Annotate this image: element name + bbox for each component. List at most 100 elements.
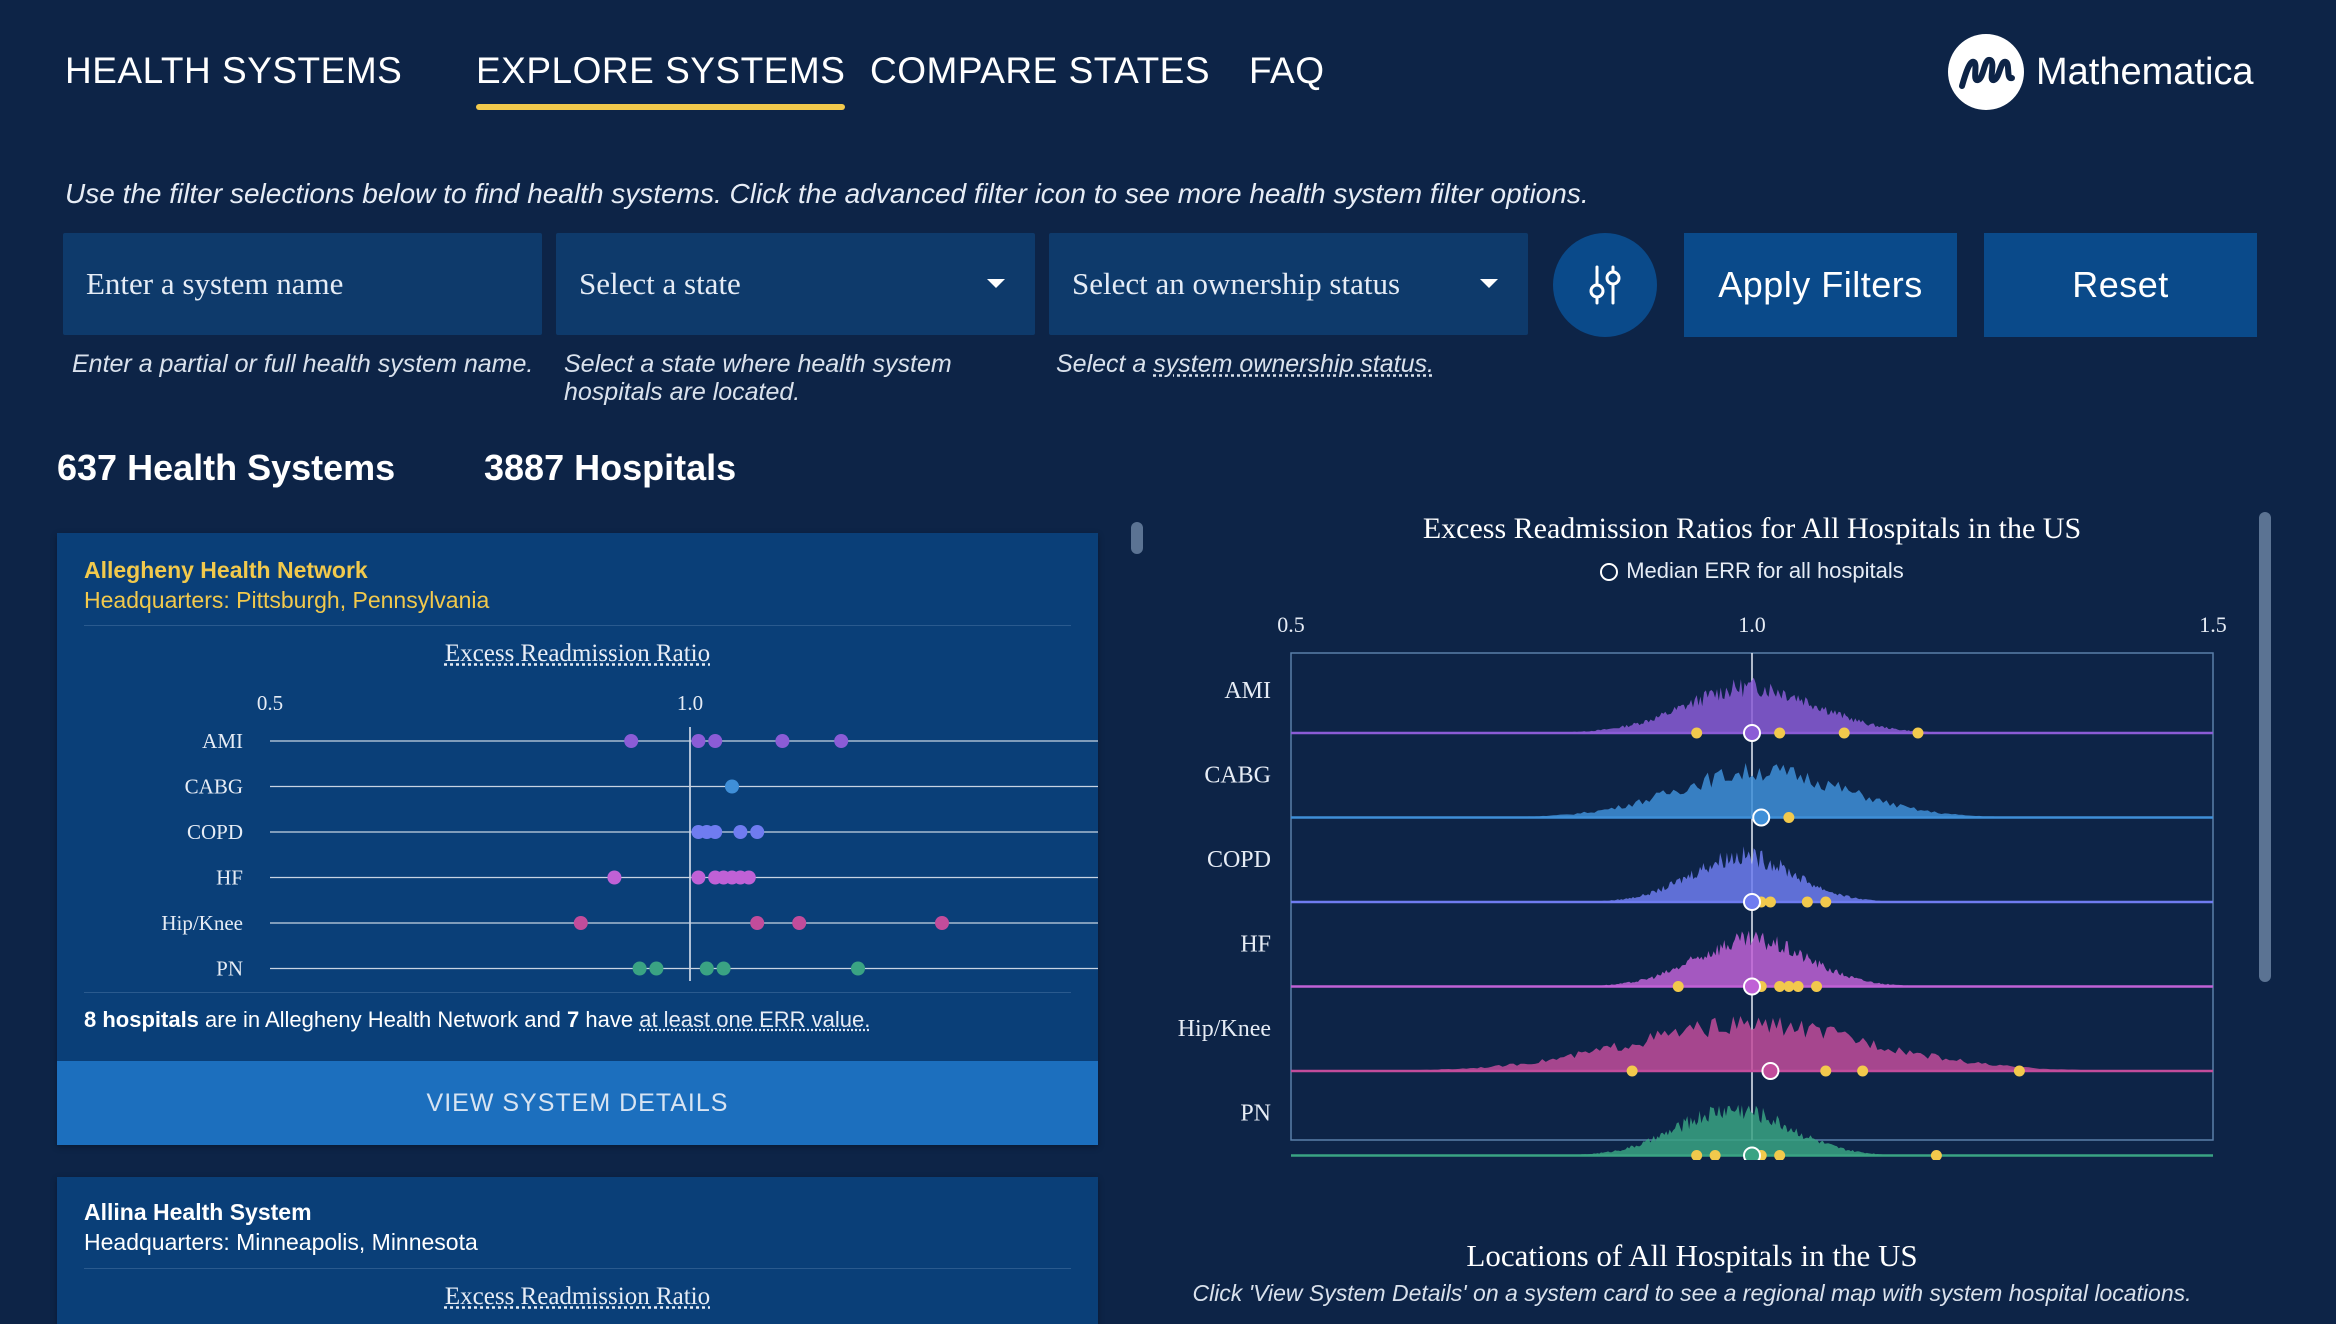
hospital-point [834, 734, 849, 748]
right-scrollbar[interactable] [2259, 512, 2271, 982]
density-area [1549, 677, 1955, 733]
hospital-point [624, 734, 639, 748]
distribution-chart: 0.5 1.0 1.5 AMI CABG COPD HF Hip/Knee PN [1178, 612, 2227, 1160]
median-marker [1752, 808, 1771, 827]
axis-tick-label: 1.5 [2199, 612, 2227, 637]
median-marker [1743, 724, 1761, 742]
system-hospital-point [1930, 1150, 1942, 1160]
system-hospital-point [1801, 896, 1813, 908]
axis-tick-label: 1.0 [677, 691, 703, 715]
hospital-point [775, 734, 790, 748]
tab-compare-states[interactable]: COMPARE STATES [870, 50, 1211, 91]
system-hospital-point [1691, 1150, 1703, 1160]
row-label: AMI [202, 729, 243, 753]
footer-err-count: 7 [567, 1007, 580, 1032]
card-divider [84, 992, 1071, 993]
view-system-details-button[interactable]: VIEW SYSTEM DETAILS [57, 1061, 1098, 1145]
system-hospital-point [1774, 727, 1786, 739]
ownership-helper-link[interactable]: system ownership status. [1153, 350, 1434, 378]
hospital-point [750, 916, 765, 930]
state-select[interactable]: Select a state [556, 233, 1035, 335]
system-hospital-point [1626, 1065, 1638, 1077]
row-label: Hip/Knee [161, 911, 243, 935]
footer-err-link[interactable]: at least one ERR value. [639, 1007, 871, 1032]
state-select-placeholder: Select a state [579, 266, 741, 301]
sliders-icon [1589, 265, 1621, 305]
system-hospital-point [1672, 981, 1684, 992]
median-ring-icon [1600, 563, 1619, 581]
system-hospital-point [1811, 981, 1823, 992]
row-label: PN [1240, 1101, 1271, 1127]
system-hospital-point [1820, 896, 1832, 908]
ownership-select[interactable]: Select an ownership status [1049, 233, 1528, 335]
system-hospital-point [1792, 981, 1804, 992]
hospital-point [708, 825, 723, 839]
system-hospital-point [1774, 981, 1786, 992]
hospitals-count: 3887 Hospitals [484, 447, 737, 488]
tab-health-systems[interactable]: HEALTH SYSTEMS [65, 50, 403, 91]
axis-tick-label: 0.5 [1277, 612, 1305, 637]
card-err-chart: 0.5 1.0 1.5 AMI CABG COPD HF Hip/Knee PN [161, 691, 1098, 981]
system-name-input[interactable]: Enter a system name [63, 233, 542, 335]
system-hospital-point [2013, 1065, 2025, 1077]
state-helper: Select a state where health system hospi… [564, 350, 952, 406]
card-divider [84, 1268, 1071, 1269]
system-name-placeholder: Enter a system name [86, 266, 344, 301]
map-title: Locations of All Hospitals in the US [1466, 1238, 1918, 1273]
advanced-filter-button[interactable] [1553, 233, 1657, 337]
err-title-text[interactable]: Excess Readmission Ratio [444, 640, 711, 667]
system-name[interactable]: Allegheny Health Network [84, 557, 368, 583]
hospital-point [699, 961, 714, 976]
footer-hospital-count: 8 hospitals [84, 1007, 199, 1032]
row-label: HF [1240, 932, 1271, 958]
hospital-point [691, 734, 706, 748]
map-subtitle: Click 'View System Details' on a system … [1192, 1280, 2192, 1306]
system-name[interactable]: Allina Health System [84, 1199, 312, 1225]
hospital-point [632, 961, 647, 976]
system-card: Allina Health System Headquarters: Minne… [57, 1177, 1098, 1324]
mathematica-logo[interactable]: Mathematica [1948, 34, 2254, 110]
density-area [1567, 930, 1955, 987]
tab-faq[interactable]: FAQ [1249, 50, 1325, 91]
system-hospital-point [1783, 812, 1795, 823]
system-headquarters: Headquarters: Pittsburgh, Pennsylvania [84, 587, 490, 613]
axis-tick-label: 1.5 [1097, 691, 1098, 715]
system-card: Allegheny Health Network Headquarters: P… [57, 533, 1098, 1145]
system-hospital-point [1774, 1150, 1786, 1160]
hospital-point [573, 916, 588, 930]
ownership-helper-text: Select a [1056, 350, 1154, 378]
apply-filters-button[interactable]: Apply Filters [1684, 233, 1957, 337]
tab-explore-systems[interactable]: EXPLORE SYSTEMS [476, 50, 846, 110]
system-headquarters: Headquarters: Minneapolis, Minnesota [84, 1229, 478, 1255]
row-label: COPD [187, 820, 243, 844]
hospital-point [725, 779, 739, 794]
left-scrollbar[interactable] [1131, 522, 1143, 554]
system-hospital-point [1912, 727, 1924, 739]
hospital-point [691, 870, 706, 885]
median-marker [1743, 1146, 1761, 1160]
median-marker [1743, 977, 1761, 996]
axis-tick-label: 1.0 [1738, 612, 1766, 637]
system-hospital-point [1783, 981, 1795, 992]
row-label: HF [216, 866, 243, 890]
row-label: COPD [1207, 847, 1271, 873]
hospital-point [851, 961, 865, 976]
row-label: PN [216, 957, 243, 981]
hospital-point [741, 870, 756, 885]
card-footer: 8 hospitals are in Allegheny Health Netw… [84, 1007, 870, 1033]
chart-legend: Median ERR for all hospitals [1140, 558, 2336, 584]
median-marker [1743, 893, 1761, 911]
hospital-point [750, 825, 765, 839]
ownership-caret-icon [1480, 279, 1498, 288]
reset-button[interactable]: Reset [1984, 233, 2257, 337]
hospital-point [716, 961, 731, 976]
row-label: CABG [185, 775, 243, 799]
ownership-select-placeholder: Select an ownership status [1072, 266, 1401, 301]
err-title-text[interactable]: Excess Readmission Ratio [444, 1283, 711, 1310]
density-area [1456, 763, 2213, 818]
logo-text: Mathematica [2036, 50, 2254, 93]
row-label: CABG [1204, 763, 1271, 789]
mathematica-logo-icon [1948, 34, 2024, 110]
density-area [1401, 1016, 2195, 1071]
system-hospital-point [1857, 1065, 1869, 1077]
